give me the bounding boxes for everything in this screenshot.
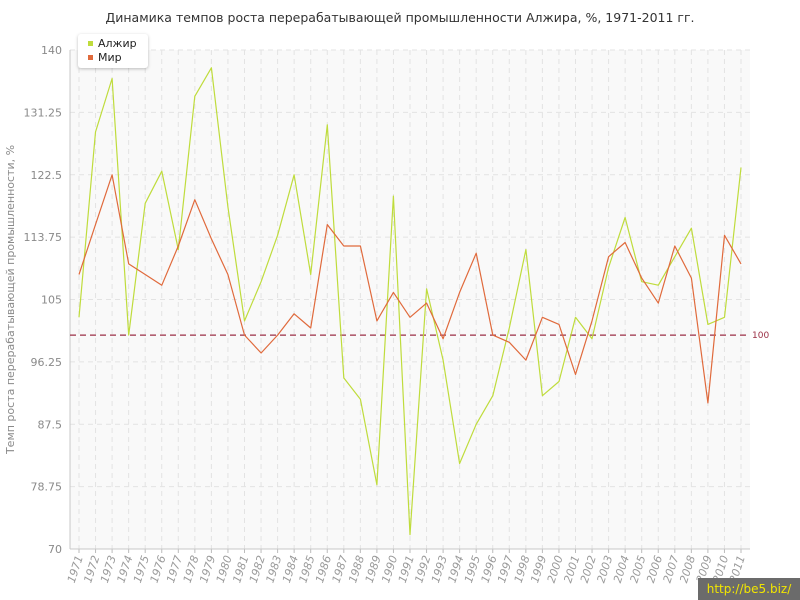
- legend-label-world: Мир: [98, 51, 122, 64]
- y-tick-label: 105: [41, 294, 62, 307]
- y-tick-label: 70: [48, 543, 62, 556]
- y-tick-label: 78.75: [31, 481, 63, 494]
- y-tick-label: 131.25: [24, 106, 63, 119]
- legend: Алжир Мир: [78, 34, 148, 68]
- series-line-algeria[interactable]: [78, 67, 742, 536]
- y-tick-label: 87.5: [38, 418, 63, 431]
- legend-swatch-algeria: [88, 40, 93, 46]
- y-tick-label: 96.25: [31, 356, 63, 369]
- series-line-world[interactable]: [78, 174, 742, 404]
- watermark-link[interactable]: http://be5.biz/: [698, 578, 800, 600]
- y-tick-label: 113.75: [24, 231, 63, 244]
- y-tick-label: 140: [41, 44, 62, 57]
- legend-item-algeria[interactable]: Алжир: [88, 37, 137, 51]
- reference-line-group: 100: [70, 331, 769, 341]
- series-group: [78, 67, 742, 536]
- legend-label-algeria: Алжир: [98, 37, 137, 50]
- reference-line-label: 100: [752, 331, 769, 341]
- chart-title: Динамика темпов роста перерабатывающей п…: [105, 10, 695, 25]
- y-tick-label: 122.5: [31, 169, 63, 182]
- legend-swatch-world: [88, 54, 93, 60]
- axes: [69, 50, 750, 553]
- grid-lines: [70, 49, 750, 550]
- legend-item-world[interactable]: Мир: [88, 51, 122, 65]
- y-axis-title: Темп роста перерабатывающей промышленнос…: [4, 145, 17, 455]
